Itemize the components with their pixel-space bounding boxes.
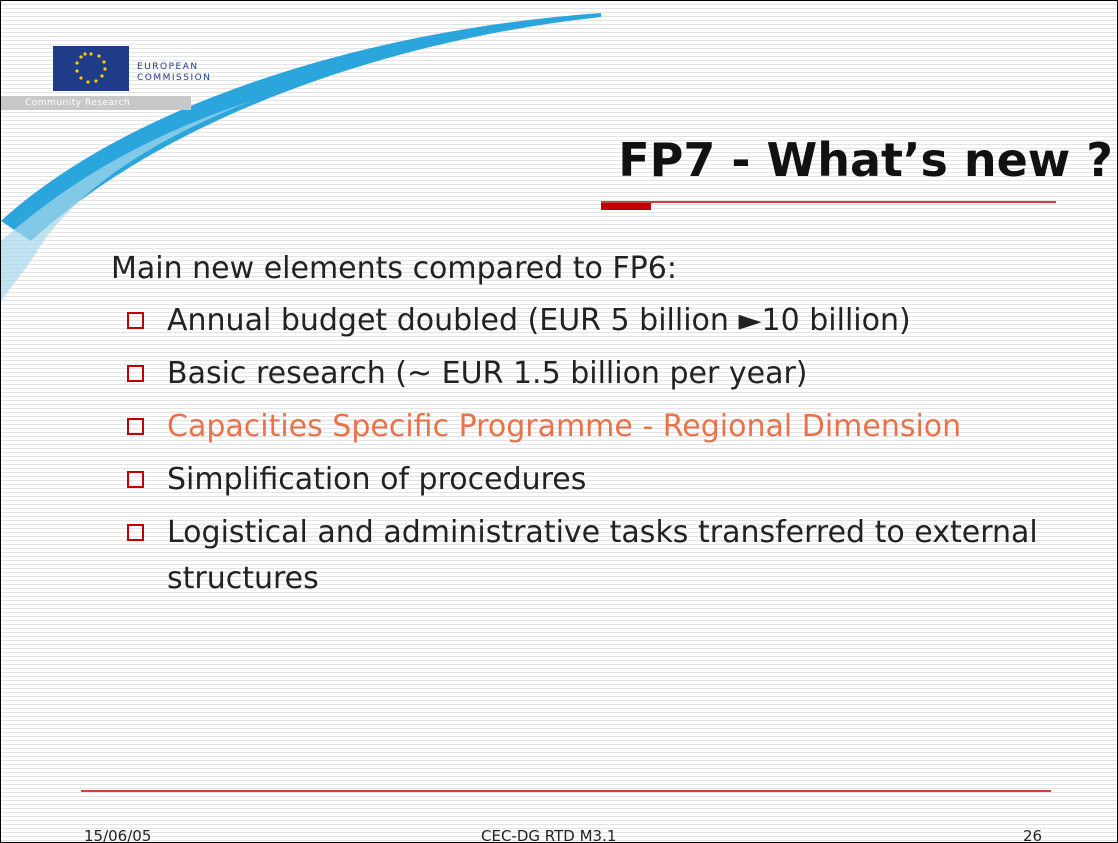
title-accent: [601, 203, 651, 210]
eu-stars: [75, 52, 107, 84]
footer-center: CEC-DG RTD M3.1: [481, 827, 617, 843]
bullet: Basic research (~ EUR 1.5 billion per ye…: [111, 351, 1047, 397]
bullet: Simplification of procedures: [111, 457, 1047, 503]
logo-strip: Community Research: [1, 96, 191, 110]
bullet-text: Simplification of procedures: [167, 462, 587, 497]
logo-text: EUROPEAN: [137, 62, 199, 72]
bullet: Annual budget doubled (EUR 5 billion ►10…: [111, 298, 1047, 344]
bullet: Logistical and administrative tasks tran…: [111, 510, 1047, 602]
bullet-box: [127, 471, 144, 488]
bullet-box: [127, 312, 144, 329]
bullet-text: Annual budget doubled (EUR 5 billion ►10…: [167, 303, 911, 338]
logo-text: COMMISSION: [137, 73, 212, 83]
bullet-text: Basic research (~ EUR 1.5 billion per ye…: [167, 356, 808, 391]
bullet-list: Annual budget doubled (EUR 5 billion ►10…: [111, 298, 1051, 602]
footer-page: 26: [1023, 827, 1043, 843]
bullet-box: [127, 524, 144, 541]
bullet-box: [127, 418, 144, 435]
slide-title: FP7 - What’s new ?: [618, 133, 1113, 187]
footer-date: 15/06/05: [84, 827, 152, 843]
bullet: Capacities Specific Programme - Regional…: [111, 404, 1047, 450]
intro: Main new elements compared to FP6:: [111, 251, 677, 286]
bullet-text: Capacities Specific Programme - Regional…: [167, 409, 962, 444]
slide-body: Main new elements compared to FP6: Annua…: [111, 246, 1051, 609]
bullet-text: Logistical and administrative tasks tran…: [167, 515, 1038, 596]
bullet-box: [127, 365, 144, 382]
